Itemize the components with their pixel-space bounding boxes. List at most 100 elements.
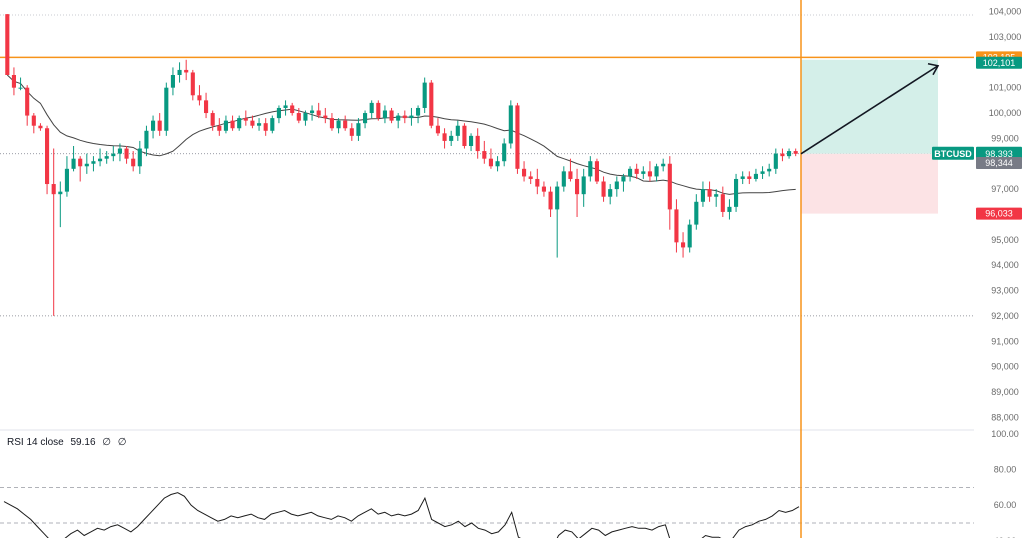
- candle-body: [283, 105, 288, 108]
- price-tick-label: 93,000: [991, 286, 1019, 296]
- candle-body: [64, 168, 69, 192]
- candle-body: [144, 130, 149, 149]
- candle-body: [177, 69, 182, 75]
- candlestick-series: [5, 14, 798, 316]
- candle-body: [488, 158, 493, 167]
- candle-body: [329, 118, 334, 129]
- candle-body: [323, 115, 328, 119]
- price-tick-label: 92,000: [991, 311, 1019, 321]
- candle-body: [310, 110, 315, 114]
- price-tick-label: 91,000: [991, 336, 1019, 346]
- candle-body: [131, 158, 136, 167]
- price-tick-label: 100,000: [989, 108, 1022, 118]
- candle-body: [98, 158, 103, 162]
- candle-body: [747, 176, 752, 179]
- candle-body: [117, 148, 122, 154]
- price-tick-label: 94,000: [991, 260, 1019, 270]
- candle-body: [58, 191, 63, 195]
- candle-body: [84, 163, 89, 167]
- rsi-label: RSI 14 close: [7, 437, 64, 448]
- candle-body: [455, 125, 460, 136]
- candle-body: [197, 95, 202, 101]
- candle-body: [363, 113, 368, 124]
- candle-body: [243, 118, 248, 121]
- candle-body: [773, 153, 778, 169]
- candle-body: [343, 120, 348, 129]
- price-tick-label: 89,000: [991, 387, 1019, 397]
- candle-body: [462, 125, 467, 146]
- candle-body: [78, 158, 83, 167]
- candle-body: [687, 224, 692, 248]
- price-tick-label: 99,000: [991, 133, 1019, 143]
- candle-body: [601, 181, 606, 197]
- candle-body: [475, 135, 480, 152]
- candle-body: [780, 153, 785, 157]
- target-arrow[interactable]: [800, 62, 940, 155]
- candle-body: [674, 209, 679, 243]
- candle-body: [170, 75, 175, 88]
- candle-body: [661, 163, 666, 167]
- candle-body: [727, 206, 732, 212]
- candle-body: [647, 171, 652, 177]
- candle-body: [528, 176, 533, 179]
- candle-body: [263, 123, 268, 131]
- candle-body: [654, 166, 659, 177]
- candle-body: [787, 151, 792, 157]
- candle-body: [435, 125, 440, 134]
- arrow-head: [927, 62, 940, 76]
- candle-body: [190, 72, 195, 96]
- candle-body: [336, 120, 341, 129]
- arrow-shaft: [800, 65, 939, 155]
- candle-body: [316, 110, 321, 116]
- candle-body: [31, 115, 36, 126]
- rsi-tick-label: 40.00: [994, 536, 1017, 538]
- candle-body: [508, 105, 513, 144]
- candle-body: [555, 186, 560, 210]
- symbol-tag: BTCUSD: [934, 149, 972, 159]
- candle-body: [522, 168, 527, 177]
- candle-body: [482, 151, 487, 159]
- candle-body: [495, 161, 500, 167]
- candle-body: [760, 171, 765, 174]
- price-tick-label: 103,000: [989, 32, 1022, 42]
- candle-body: [223, 120, 228, 131]
- candle-body: [561, 171, 566, 187]
- candle-body: [157, 120, 162, 131]
- candle-body: [502, 143, 507, 162]
- candle-body: [409, 115, 414, 119]
- price-tick-label: 101,000: [989, 83, 1022, 93]
- candle-body: [104, 156, 109, 159]
- candle-body: [614, 181, 619, 190]
- price-tick-label: 90,000: [991, 362, 1019, 372]
- candle-body: [257, 123, 262, 126]
- candle-body: [303, 113, 308, 121]
- candle-body: [296, 113, 301, 121]
- candle-body: [5, 14, 10, 76]
- candle-body: [237, 118, 242, 129]
- candle-body: [204, 100, 209, 114]
- target-tag-bg: [976, 56, 1022, 69]
- candle-body: [45, 128, 50, 185]
- rsi-axis: 100.00 80.00 60.00 40.00: [0, 429, 1019, 538]
- candle-body: [469, 135, 474, 146]
- candle-body: [594, 161, 599, 182]
- candle-body: [270, 118, 275, 131]
- candle-body: [767, 168, 772, 172]
- candle-body: [382, 110, 387, 119]
- candle-body: [369, 102, 374, 114]
- profit-zone: [801, 59, 938, 154]
- candle-body: [91, 161, 96, 164]
- rsi-extra-2: ∅: [117, 437, 127, 448]
- long-position-tool[interactable]: [801, 59, 938, 214]
- candle-body: [416, 107, 421, 116]
- moving-average-path: [6, 74, 796, 195]
- candle-body: [694, 201, 699, 225]
- candle-body: [422, 82, 427, 108]
- rsi-legend[interactable]: RSI 14 close 59.16 ∅ ∅: [7, 437, 131, 448]
- candle-body: [740, 176, 745, 179]
- candle-body: [734, 178, 739, 207]
- candle-body: [442, 133, 447, 141]
- candle-body: [402, 115, 407, 119]
- stop-tag-bg: [976, 207, 1022, 220]
- horizontal-lines: [0, 14, 974, 431]
